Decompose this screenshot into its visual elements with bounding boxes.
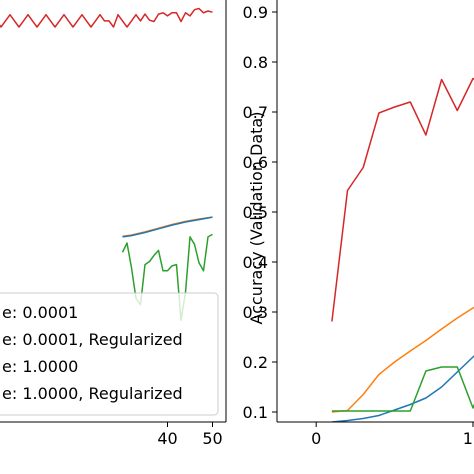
- right-series-group: [331, 77, 474, 422]
- left-series-group: [0, 7, 213, 321]
- right-y-tick-label: 0.7: [243, 103, 268, 122]
- right-y-tick-label: 0.9: [243, 3, 268, 22]
- right-x-tick-label: 0: [311, 429, 321, 448]
- right-y-tick-label: 0.4: [243, 253, 268, 272]
- legend-box: [0, 292, 219, 416]
- right-series-line-1: [331, 77, 474, 322]
- right-y-tick-label: 0.8: [243, 53, 268, 72]
- right-y-tick-label: 0.6: [243, 153, 268, 172]
- left-chart-panel: 40 50 e: 0.0001 e: 0.0001, Regularized e: 1.…: [0, 0, 227, 448]
- left-series-line-3: [122, 216, 213, 238]
- legend-entry-label-2: e: 0.0001, Regularized: [2, 330, 183, 349]
- right-series-line-2: [331, 306, 474, 413]
- right-series-line-3: [331, 355, 474, 422]
- right-series-line-4: [331, 366, 474, 412]
- legend-entry-label-1: e: 0.0001: [2, 303, 78, 322]
- left-x-tick-label: 40: [157, 429, 177, 448]
- right-y-tick-label: 0.1: [243, 403, 268, 422]
- left-series-line-1: [0, 7, 213, 28]
- right-y-tick-label: 0.2: [243, 353, 268, 372]
- right-y-tick-label: 0.3: [243, 303, 268, 322]
- legend-entry-label-4: e: 1.0000, Regularized: [2, 384, 183, 403]
- right-chart-panel: 0.1 0.2 0.3 0.4 0.5 0.6 0.7 0.8 0.9 0 10 Accuracy (…: [243, 0, 474, 448]
- left-x-tick-label: 50: [202, 429, 222, 448]
- legend-entry-label-3: e: 1.0000: [2, 357, 78, 376]
- right-y-tick-label: 0.5: [243, 203, 268, 222]
- right-x-tick-label: 10: [463, 429, 474, 448]
- right-y-axis-label: Accuracy (Validation Data): [247, 112, 266, 325]
